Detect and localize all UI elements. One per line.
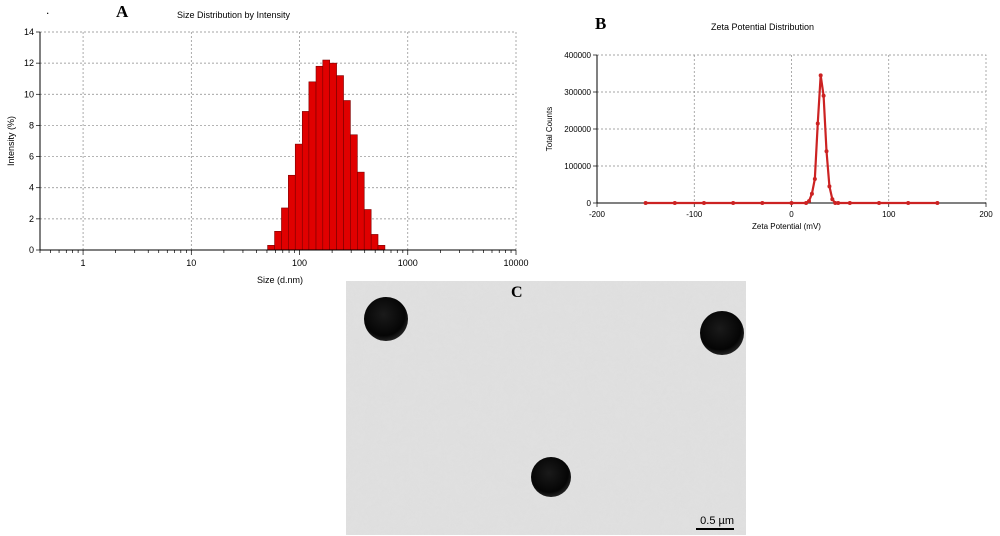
histogram-bar [350,134,358,251]
x-tick-label: 200 [979,210,993,219]
tem-micrograph: C 0.5 µm [346,281,746,535]
zeta-data-point [906,201,911,205]
y-tick-label: 4 [29,183,34,193]
zeta-data-point [760,201,765,205]
zeta-data-point [818,73,823,78]
x-axis-label: Size (d.nm) [257,275,303,285]
y-tick-label: 6 [29,152,34,162]
zeta-data-point [807,199,812,204]
zeta-series-line [645,75,938,205]
zeta-data-point [833,201,838,205]
histogram-bar [357,171,365,251]
stray-mark: . [46,3,50,17]
y-tick-label: 14 [24,27,34,37]
y-tick-label: 2 [29,214,34,224]
zeta-data-point [821,93,826,98]
histogram-bar [308,81,317,251]
zeta-data-point [830,197,835,202]
y-tick-label: 0 [29,245,34,255]
x-tick-label: 10000 [503,258,528,268]
histogram-bar [370,234,379,251]
zeta-potential-chart: -200 -100 0 100 200 0 100000 200000 300000 400000… [545,51,993,231]
histogram-bar [267,245,275,251]
x-axis-label: Zeta Potential (mV) [752,222,821,231]
histogram-bar [377,245,386,251]
y-tick-label: 200000 [564,125,591,134]
y-tick-label: 400000 [564,51,591,60]
y-tick-label: 300000 [564,88,591,97]
panel-b-letter: B [595,14,607,33]
zeta-data-point [809,191,814,196]
zeta-data-point [815,121,820,126]
y-tick-label: 10 [24,89,34,99]
y-tick-label: 12 [24,58,34,68]
x-tick-label: 1000 [398,258,418,268]
zeta-data-point [847,201,852,205]
scale-bar-label: 0.5 µm [700,515,734,527]
x-tick-label: -200 [589,210,606,219]
chart-a-title: Size Distribution by Intensity [177,10,291,20]
y-tick-label: 8 [29,120,34,130]
scale-bar [696,528,734,530]
chart-b-title: Zeta Potential Distribution [711,22,815,32]
x-tick-label: 100 [292,258,307,268]
histogram-bar [363,209,372,251]
zeta-data-point [836,201,841,205]
zeta-data-point [643,201,648,205]
histogram-bar [288,174,296,251]
nanoparticle [364,297,408,341]
zeta-data-point [812,176,817,181]
y-axis-label: Total Counts [545,107,554,151]
zeta-data-point [804,201,809,205]
y-tick-label: 0 [587,199,592,208]
nanoparticle [700,311,744,355]
tem-image [346,281,746,535]
histogram-bar [336,75,344,251]
nanoparticle [531,457,571,497]
histogram-bar [329,62,337,251]
zeta-data-point [672,201,677,205]
panel-a-letter: A [116,2,129,21]
histogram-bar [322,59,331,251]
x-tick-label: 100 [882,210,896,219]
x-tick-label: 1 [81,258,86,268]
x-tick-label: 0 [789,210,794,219]
zeta-data-point [824,149,829,154]
zeta-data-point [827,184,832,189]
x-tick-label: -100 [686,210,703,219]
zeta-data-point [701,201,706,205]
histogram-bar [343,100,351,251]
zeta-data-point [731,201,736,205]
histogram-bar [315,65,324,251]
histogram-bar [301,111,310,251]
plot-frame [39,31,517,251]
x-tick-label: 10 [186,258,196,268]
zeta-data-point [789,201,794,205]
size-distribution-chart: 1 10 100 1000 10000 0 2 4 6 8 10 12 14 Size (d.nm) Int… [6,27,529,285]
zeta-data-point [935,201,940,205]
zeta-data-point [877,201,882,205]
panel-c-letter: C [511,284,523,301]
histogram-bar [274,231,282,251]
y-axis-label: Intensity (%) [6,116,16,166]
y-tick-label: 100000 [564,162,591,171]
histogram-bar [281,207,289,251]
histogram-bar [294,143,303,251]
